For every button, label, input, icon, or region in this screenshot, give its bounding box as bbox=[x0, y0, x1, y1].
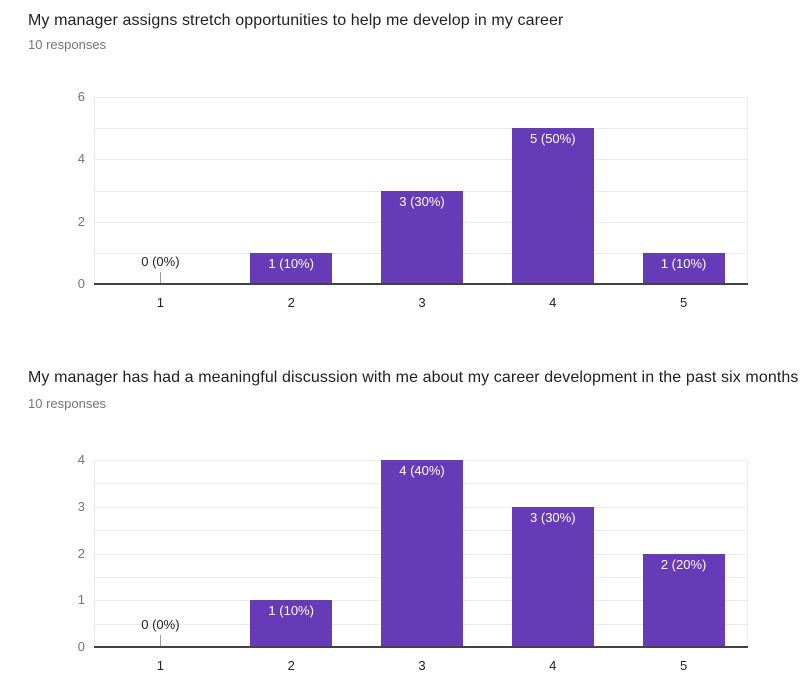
bar: 2 (20%) bbox=[642, 553, 725, 647]
zero-value-tick bbox=[160, 272, 162, 284]
x-axis-line bbox=[94, 283, 748, 285]
y-axis-tick-label: 2 bbox=[77, 213, 85, 229]
y-axis-tick-label: 2 bbox=[77, 545, 85, 561]
bar: 5 (50%) bbox=[511, 128, 594, 284]
question-title-1: My manager assigns stretch opportunities… bbox=[28, 12, 564, 29]
bar-chart-1: 0 2 4 6 1 0 (0%) 2 1 (10%) 3 3 (30%) 4 5 (50%) 5 1 (1… bbox=[78, 89, 748, 310]
x-axis-tick-label: 3 bbox=[418, 295, 426, 310]
y-axis-tick-label: 0 bbox=[77, 276, 85, 291]
bar-value-label: 4 (40%) bbox=[399, 463, 445, 478]
response-count-1: 10 responses bbox=[28, 37, 107, 52]
gridline bbox=[95, 128, 747, 130]
gridline bbox=[95, 97, 747, 98]
bar-value-label: 1 (10%) bbox=[268, 603, 314, 619]
question-title-2: My manager has had a meaningful discussi… bbox=[28, 369, 799, 386]
bar-value-label: 1 (10%) bbox=[660, 255, 707, 271]
x-axis-tick-label: 2 bbox=[287, 295, 295, 310]
bar: 1 (10%) bbox=[642, 252, 725, 284]
y-axis-tick-label: 3 bbox=[77, 498, 85, 514]
y-axis-tick-label: 4 bbox=[77, 151, 85, 167]
bar: 3 (30%) bbox=[511, 506, 594, 647]
x-axis-tick-label: 1 bbox=[156, 295, 164, 310]
bar: 1 (10%) bbox=[250, 600, 333, 647]
y-axis-tick-label: 4 bbox=[77, 452, 85, 467]
bar: 1 (10%) bbox=[250, 252, 333, 284]
bar-value-label: 5 (50%) bbox=[530, 131, 576, 147]
bar: 3 (30%) bbox=[381, 190, 463, 284]
bar: 4 (40%) bbox=[381, 460, 463, 647]
x-axis-tick-label: 3 bbox=[418, 658, 426, 673]
response-count-2: 10 responses bbox=[28, 396, 107, 411]
bar-chart-2: 0 1 2 3 4 1 0 (0%) 2 1 (10%) 3 4 (40%) 4 3 (30%) 5 2 (… bbox=[78, 452, 748, 673]
y-axis-tick-label: 6 bbox=[77, 89, 85, 104]
bar-value-label: 0 (0%) bbox=[141, 254, 180, 269]
x-axis-tick-label: 4 bbox=[549, 658, 557, 673]
bar-value-label: 0 (0%) bbox=[141, 617, 180, 632]
x-axis-tick-label: 5 bbox=[679, 658, 688, 673]
bar-value-label: 3 (30%) bbox=[530, 509, 576, 525]
x-axis-tick-label: 1 bbox=[156, 658, 164, 673]
x-axis-tick-label: 5 bbox=[679, 295, 688, 310]
x-axis-line bbox=[94, 646, 748, 648]
zero-value-tick bbox=[160, 635, 162, 647]
bar-value-label: 1 (10%) bbox=[268, 255, 314, 271]
bar-value-label: 2 (20%) bbox=[660, 556, 707, 572]
y-axis-tick-label: 0 bbox=[77, 639, 85, 654]
x-axis-tick-label: 2 bbox=[287, 658, 295, 673]
x-axis-tick-label: 4 bbox=[549, 295, 557, 310]
bar-value-label: 3 (30%) bbox=[399, 193, 445, 209]
y-axis-tick-label: 1 bbox=[77, 592, 85, 608]
gridline bbox=[95, 159, 747, 161]
